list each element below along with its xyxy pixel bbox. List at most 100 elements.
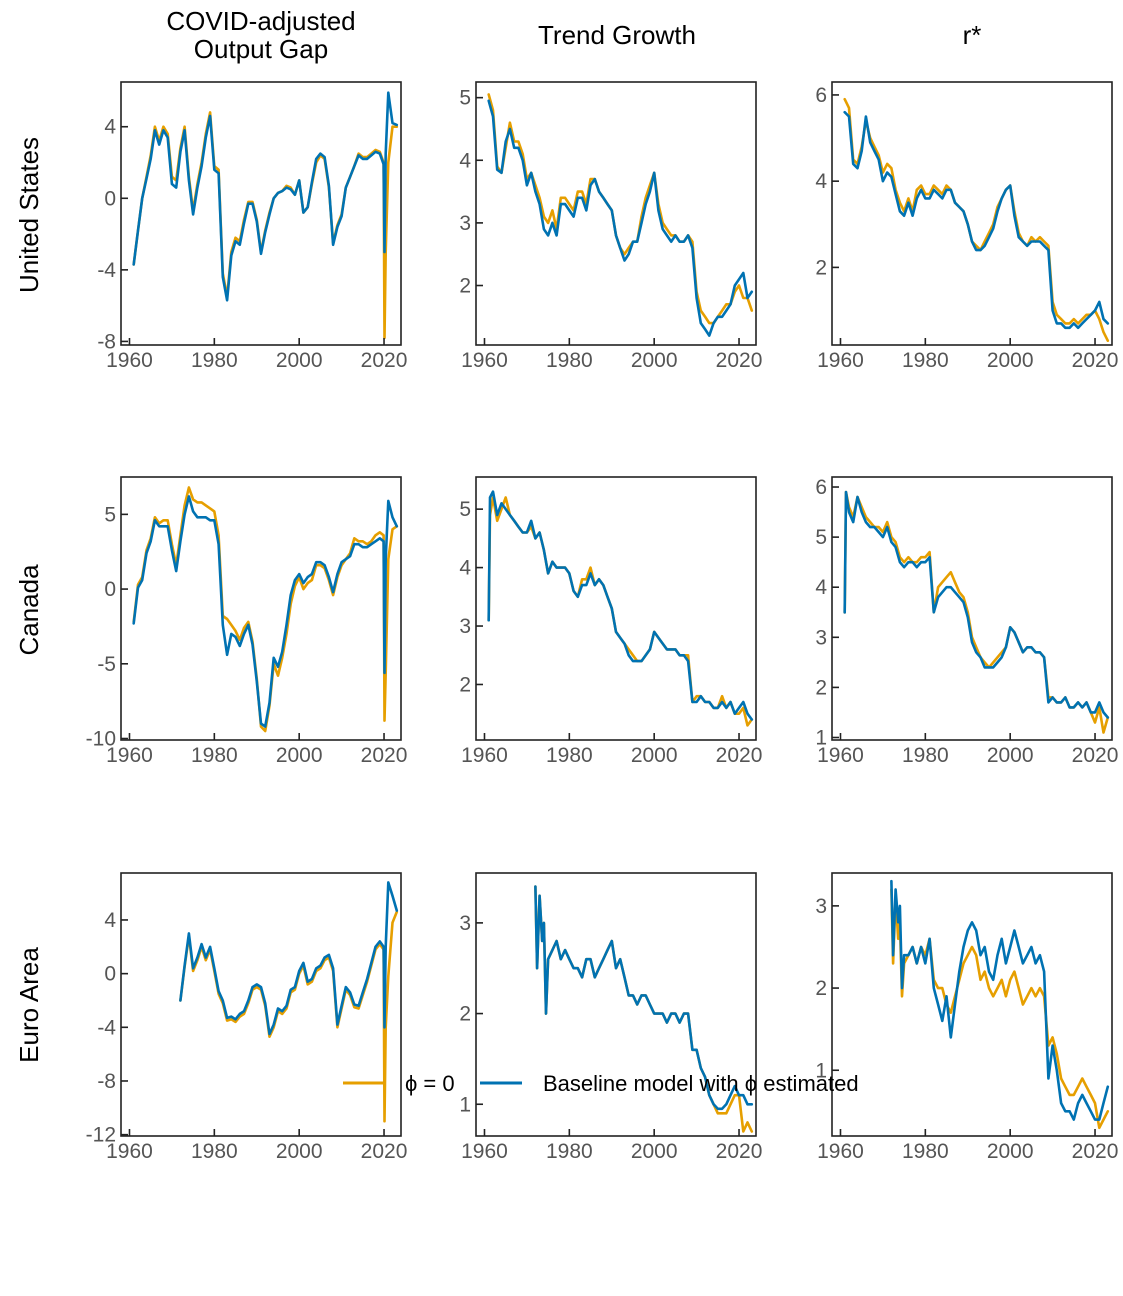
x-tick-label: 1960 (461, 744, 508, 767)
y-tick-label: -8 (97, 330, 116, 353)
y-tick-label: 2 (815, 977, 827, 1000)
x-tick-label: 1960 (817, 744, 864, 767)
y-tick-label: 4 (104, 909, 116, 932)
y-tick-label: 0 (104, 187, 116, 210)
y-tick-label: 3 (459, 212, 471, 235)
panel-euro-area-r: 1960 1980 2000 2020 1 2 3 (815, 872, 1119, 1163)
series-line-phi0 (487, 93, 754, 325)
y-tick-label: -4 (97, 1016, 116, 1039)
y-tick-label: 0 (104, 963, 116, 986)
y-tick-label: -10 (86, 728, 116, 751)
series-line-phi0 (179, 910, 399, 1123)
series-line-phi0 (843, 490, 1110, 734)
y-tick-label: -8 (97, 1070, 116, 1093)
axes-frame (831, 476, 1113, 741)
y-tick-label: 1 (459, 1093, 471, 1116)
series-line-baseline (487, 490, 754, 721)
y-tick-label: 1 (815, 726, 827, 749)
x-tick-label: 1980 (546, 1140, 593, 1163)
column-titles: COVID-adjusted Output Gap Trend Growth r* (166, 6, 981, 64)
axes-frame (475, 81, 757, 346)
series-line-baseline (534, 885, 754, 1111)
row-title-united-states: United States (14, 137, 44, 293)
y-tick-label: 4 (815, 576, 827, 599)
x-tick-label: 2020 (716, 349, 763, 372)
row-title-canada: Canada (14, 564, 44, 656)
y-tick-label: 2 (459, 275, 471, 298)
y-tick-label: 2 (459, 1003, 471, 1026)
series-line-phi0 (843, 97, 1110, 342)
x-tick-label: 1960 (106, 744, 153, 767)
x-tick-label: 1960 (106, 1140, 153, 1163)
column-title-output-gap: COVID-adjusted Output Gap (166, 6, 355, 64)
x-tick-label: 1980 (902, 1140, 949, 1163)
axes-frame (831, 81, 1113, 346)
y-tick-label: 2 (459, 673, 471, 696)
y-tick-label: -12 (86, 1124, 116, 1147)
chart-panels: 1960 1980 2000 2020 -8 -4 0 4 1960 1980 2000 2020 2 3… (86, 81, 1119, 1163)
y-tick-label: -4 (97, 259, 116, 282)
y-tick-label: 6 (815, 476, 827, 499)
axes-frame (120, 476, 402, 741)
y-tick-label: 4 (459, 557, 471, 580)
series-line-baseline (843, 490, 1110, 719)
panel-euro-area-trend-growth: 1960 1980 2000 2020 1 2 3 (459, 872, 763, 1163)
x-tick-label: 2020 (716, 744, 763, 767)
series-line-baseline (132, 495, 399, 728)
legend: ϕ = 0 Baseline model with ϕ estimated (343, 1071, 859, 1096)
axes-frame (475, 476, 757, 741)
y-tick-label: 2 (815, 256, 827, 279)
series-line-baseline (843, 110, 1110, 330)
y-tick-label: 3 (815, 626, 827, 649)
x-tick-label: 1960 (461, 1140, 508, 1163)
x-tick-label: 2000 (631, 1140, 678, 1163)
panel-united-states-covid-adjusted-output-gap: 1960 1980 2000 2020 -8 -4 0 4 (97, 81, 407, 372)
y-tick-label: 5 (459, 87, 471, 110)
x-tick-label: 2000 (987, 349, 1034, 372)
x-tick-label: 2000 (987, 1140, 1034, 1163)
x-tick-label: 1980 (546, 744, 593, 767)
x-tick-label: 1960 (817, 1140, 864, 1163)
column-title-trend-growth: Trend Growth (538, 20, 696, 50)
x-tick-label: 2000 (987, 744, 1034, 767)
panel-canada-trend-growth: 1960 1980 2000 2020 2 3 4 5 (459, 476, 763, 767)
y-tick-label: 1 (815, 1059, 827, 1082)
y-tick-label: 2 (815, 676, 827, 699)
column-title-output-gap-line-2: Output Gap (194, 34, 328, 64)
series-line-baseline (890, 879, 1110, 1121)
x-tick-label: 1980 (191, 349, 238, 372)
x-tick-label: 2000 (276, 1140, 323, 1163)
x-tick-label: 2020 (1072, 349, 1119, 372)
row-titles: United States Canada Euro Area (14, 137, 44, 1063)
y-tick-label: 6 (815, 84, 827, 107)
series-line-baseline (179, 881, 399, 1036)
x-tick-label: 2020 (1072, 1140, 1119, 1163)
legend-label-phi0: ϕ = 0 (405, 1071, 455, 1096)
panel-united-states-r: 1960 1980 2000 2020 2 4 6 (815, 81, 1119, 372)
x-tick-label: 2000 (276, 349, 323, 372)
series-line-phi0 (132, 486, 399, 733)
series-line-phi0 (132, 111, 399, 340)
column-title-r-star: r* (963, 20, 982, 50)
axes-frame (831, 872, 1113, 1137)
x-tick-label: 1980 (191, 1140, 238, 1163)
y-tick-label: 3 (815, 895, 827, 918)
axes-frame (120, 872, 402, 1137)
x-tick-label: 1980 (191, 744, 238, 767)
y-tick-label: 4 (815, 170, 827, 193)
y-tick-label: 5 (815, 526, 827, 549)
panel-united-states-trend-growth: 1960 1980 2000 2020 2 3 4 5 (459, 81, 763, 372)
x-tick-label: 2020 (361, 744, 408, 767)
panel-canada-covid-adjusted-output-gap: 1960 1980 2000 2020 -10 -5 0 5 (86, 476, 408, 767)
x-tick-label: 1960 (461, 349, 508, 372)
x-tick-label: 2020 (716, 1140, 763, 1163)
x-tick-label: 2000 (631, 349, 678, 372)
axes-frame (475, 872, 757, 1137)
x-tick-label: 1980 (546, 349, 593, 372)
x-tick-label: 1960 (817, 349, 864, 372)
series-line-baseline (132, 91, 399, 302)
y-tick-label: 4 (459, 149, 471, 172)
x-tick-label: 2000 (631, 744, 678, 767)
x-tick-label: 1980 (902, 744, 949, 767)
